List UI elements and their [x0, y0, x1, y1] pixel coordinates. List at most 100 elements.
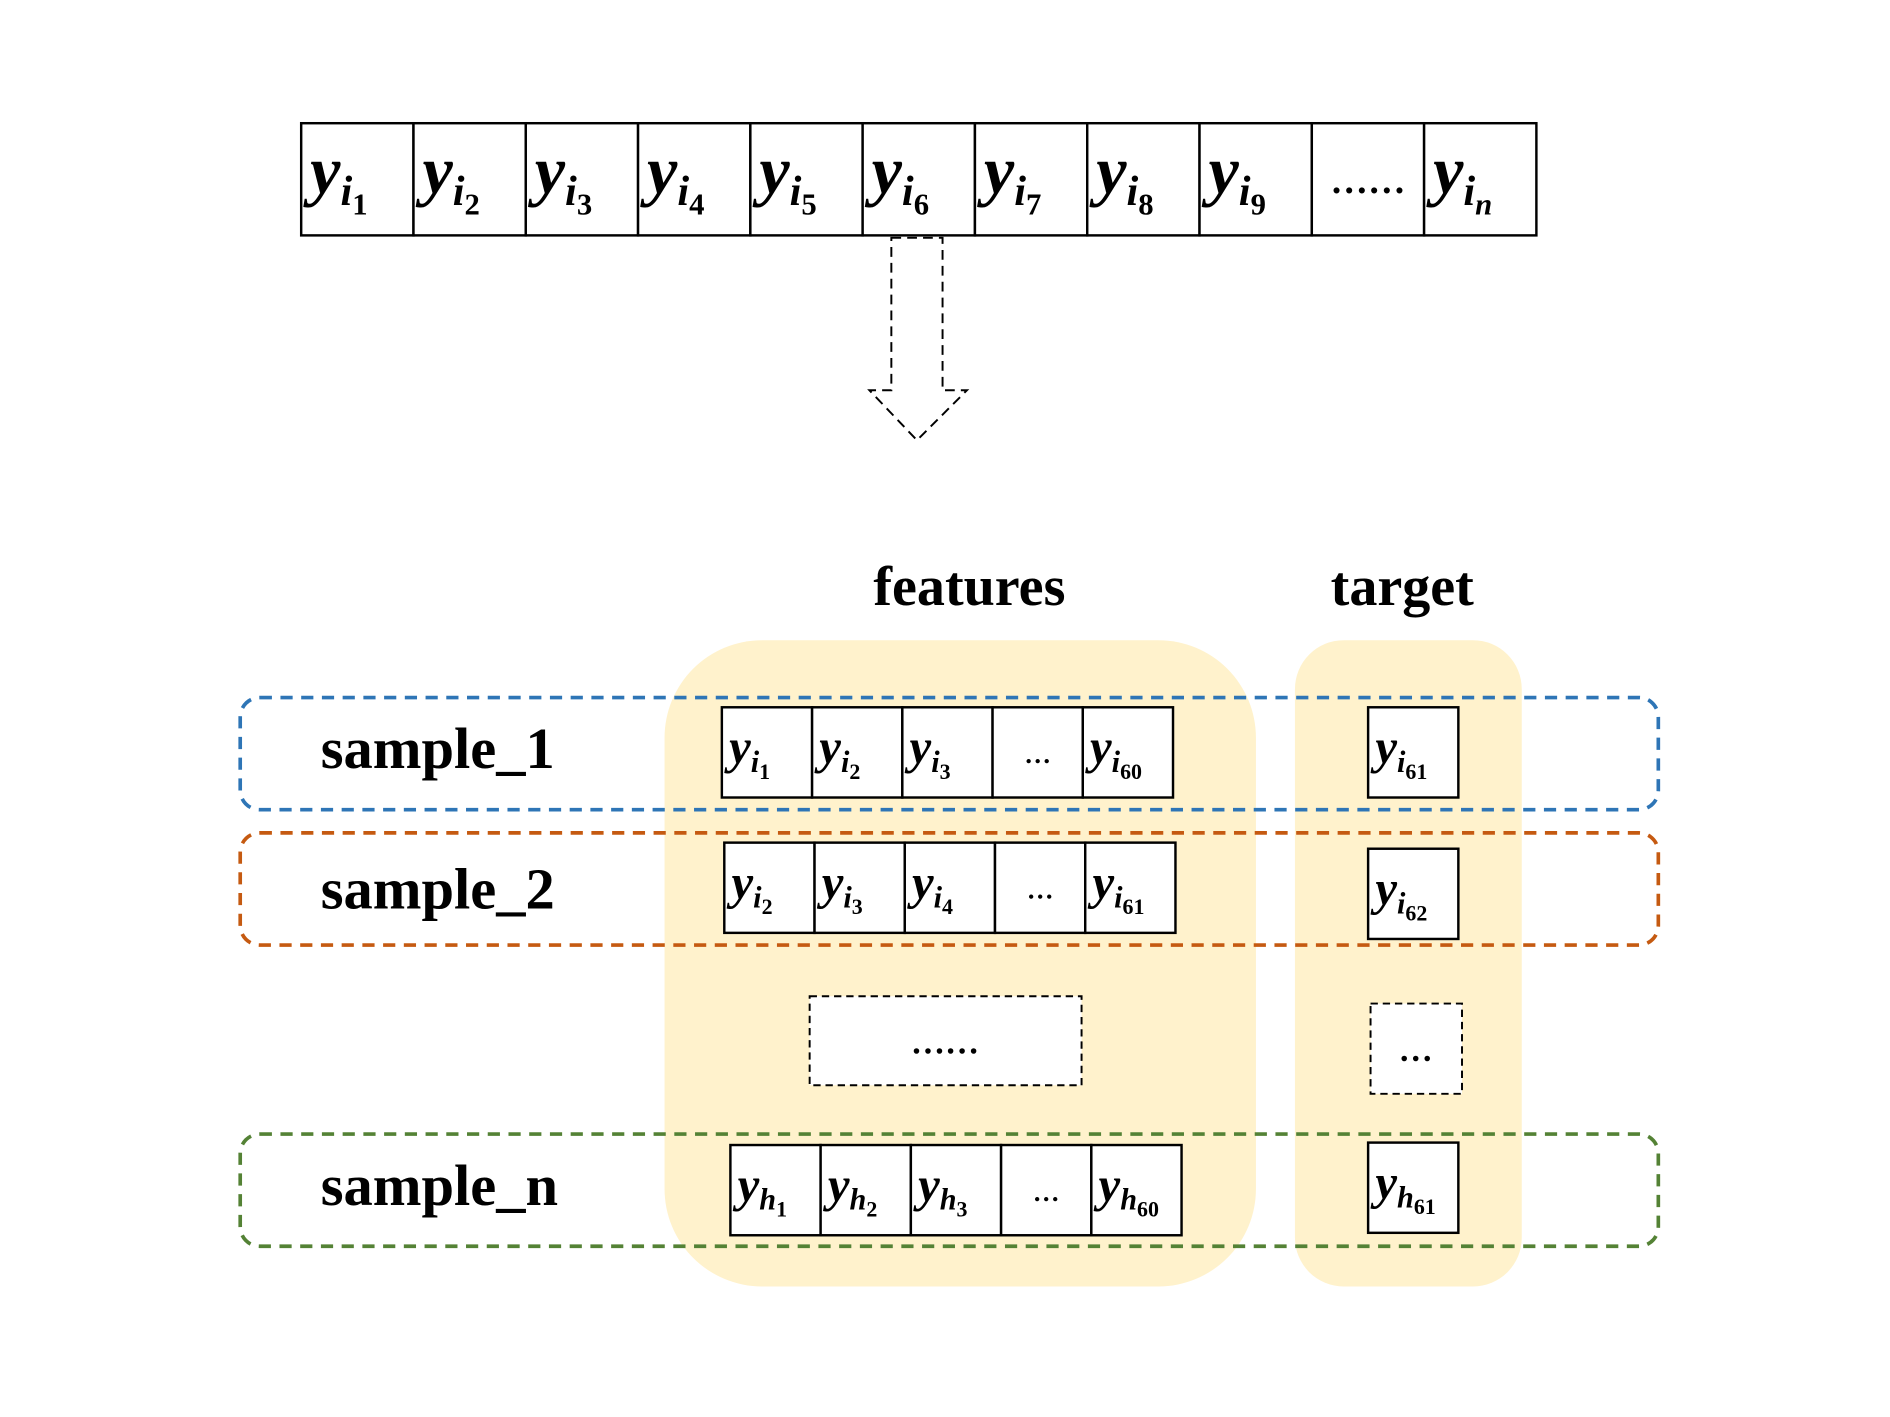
cell-label: yi8: [1089, 132, 1153, 222]
cell-box: [1422, 121, 1538, 237]
cell-label: yh61: [1370, 1156, 1435, 1220]
cell-label: yi60: [1085, 720, 1142, 784]
target-ellipsis: …: [1399, 1032, 1433, 1069]
sample-row: sample_n yh1 yh2 yh3 … yh60 yh61: [238, 1132, 1661, 1249]
cell-box: [999, 1143, 1093, 1237]
cell-box: [1084, 841, 1177, 935]
cell-label: yi3: [905, 720, 951, 784]
cell-label: yh2: [823, 1158, 877, 1222]
sequence-cell: yi6: [861, 121, 977, 237]
sequence-cell: yi3: [524, 121, 640, 237]
sample-row: sample_2 yi2 yi3 yi4 … yi61 yi62: [238, 831, 1661, 947]
cell-box: [1366, 847, 1460, 941]
cell-label: yh60: [1094, 1158, 1159, 1222]
target-column-highlight: [1294, 640, 1522, 1287]
sequence-cell: yi3: [901, 706, 994, 799]
sequence-cell: yi1: [299, 121, 415, 237]
sample-label: sample_2: [321, 856, 555, 921]
sequence-cell: yi7: [973, 121, 1089, 237]
sequence-cell: …: [991, 706, 1085, 799]
sequence-cell: yi9: [1198, 121, 1314, 237]
cell-label: yh1: [733, 1158, 787, 1222]
cell-box: [524, 121, 640, 237]
sample-outline: [238, 1132, 1661, 1249]
samples: sample_1 yi1 yi2 yi3 … yi60 yi61 sample_2 yi2 yi3…: [238, 695, 1661, 1249]
sequence-cell: yi4: [903, 841, 997, 935]
sequence-cell: yi8: [1086, 121, 1201, 237]
cell-box: [720, 706, 814, 799]
cell-box: [991, 706, 1085, 799]
cell-box: [819, 1143, 913, 1237]
cell-box: [1198, 121, 1314, 237]
features-column-highlight: [664, 640, 1256, 1287]
cell-box: [1366, 706, 1460, 799]
cell-box: [993, 841, 1087, 935]
cell-label: yi1: [724, 720, 770, 784]
sequence-cell: yh60: [1090, 1143, 1183, 1237]
sequence-cell: ……: [1310, 121, 1426, 237]
cell-ellipsis: …: [1024, 739, 1051, 769]
cell-ellipsis: …: [1027, 875, 1054, 905]
sequence-cell: yin: [1422, 121, 1538, 237]
cell-label: yi7: [977, 132, 1041, 222]
sequence-cell: yh1: [729, 1143, 822, 1237]
cell-label: yi6: [865, 132, 929, 222]
sequence-cell: yi2: [412, 121, 527, 237]
time-series-sequence: yi1 yi2 yi3 yi4 yi5 yi6 yi7 yi8 yi9 …… yin: [299, 121, 1538, 237]
cell-label: yi2: [814, 720, 860, 784]
cell-box: [1310, 121, 1426, 237]
cell-label: yh3: [913, 1158, 967, 1222]
sample-outline: [238, 695, 1661, 812]
sequence-cell: yi2: [723, 841, 816, 935]
cell-ellipsis: …: [1033, 1177, 1060, 1207]
sequence-cell: yh2: [819, 1143, 913, 1237]
cell-box: [723, 841, 816, 935]
sequence-cell: yi1: [720, 706, 814, 799]
sequence-cell: yh3: [909, 1143, 1003, 1237]
cell-label: yi2: [727, 856, 773, 920]
cell-label: yi61: [1087, 856, 1144, 920]
features-header: features: [873, 556, 1065, 618]
cell-label: yi2: [415, 132, 479, 222]
sequence-cell: yi4: [636, 121, 752, 237]
cell-box: [1081, 706, 1175, 799]
sequence-cell: yi62: [1366, 847, 1460, 941]
cell-label: yi62: [1370, 862, 1427, 926]
target-ellipsis-box: [1369, 1002, 1463, 1095]
cell-label: yi61: [1370, 720, 1427, 784]
cell-box: [1090, 1143, 1183, 1237]
sample-label: sample_1: [321, 716, 555, 781]
highlight-columns: [664, 640, 1522, 1287]
cell-box: [813, 841, 906, 935]
cell-label: yi4: [907, 856, 953, 920]
features-ellipsis-box: [808, 995, 1083, 1087]
cell-label: yi4: [640, 132, 704, 222]
sequence-cell: …: [999, 1143, 1093, 1237]
cell-label: yi9: [1201, 132, 1265, 222]
sequence-cell: yi61: [1084, 841, 1177, 935]
cell-label: yi3: [817, 856, 863, 920]
cell-box: [973, 121, 1089, 237]
features-ellipsis: ……: [911, 1025, 979, 1062]
sequence-cell: yi61: [1366, 706, 1460, 799]
cell-box: [1086, 121, 1201, 237]
sequence-cell: …: [993, 841, 1087, 935]
down-arrow-icon: [867, 236, 970, 442]
sample-row: sample_1 yi1 yi2 yi3 … yi60 yi61: [238, 695, 1661, 812]
sequence-cell: yh61: [1366, 1141, 1460, 1235]
sequence-cell: yi60: [1081, 706, 1175, 799]
cell-label: yi3: [528, 132, 592, 222]
cell-label: yi5: [752, 132, 816, 222]
sample-outline: [238, 831, 1661, 947]
cell-label: yi1: [303, 132, 367, 222]
cell-box: [903, 841, 997, 935]
cell-box: [901, 706, 994, 799]
sequence-cell: yi3: [813, 841, 906, 935]
cell-ellipsis: ……: [1330, 161, 1405, 202]
cell-label: yin: [1426, 132, 1492, 222]
sequence-cell: yi2: [810, 706, 904, 799]
sequence-cell: yi5: [749, 121, 864, 237]
target-header: target: [1331, 556, 1475, 618]
sample-label: sample_n: [321, 1153, 558, 1218]
